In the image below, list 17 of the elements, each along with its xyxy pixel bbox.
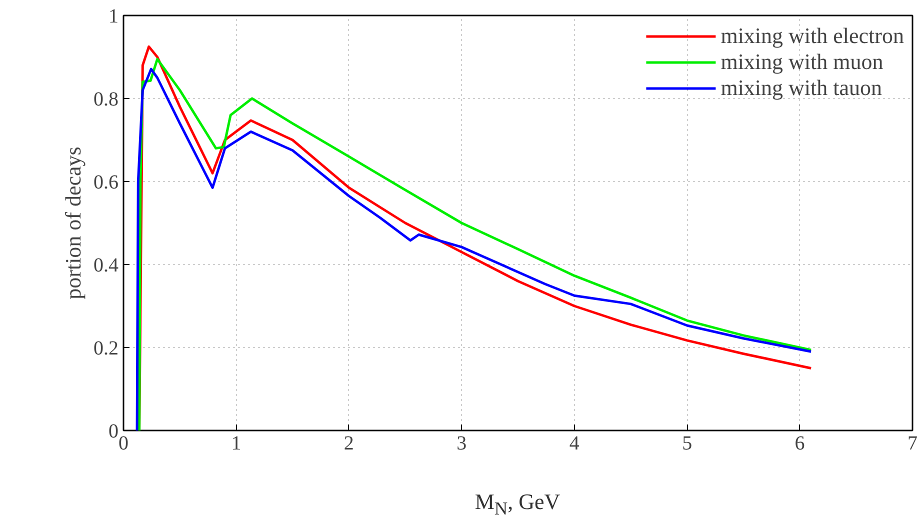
legend-label: mixing with tauon (720, 75, 882, 101)
x-tick-label: 2 (344, 432, 354, 454)
x-axis-title: M$_{N}$, GeV (474, 488, 560, 520)
legend-label: mixing with electron (720, 23, 904, 49)
legend-label: mixing with muon (720, 49, 884, 75)
y-tick-label: 0.4 (94, 254, 118, 276)
y-tick-label: 0.8 (94, 88, 118, 110)
x-tick-label: 6 (794, 432, 805, 454)
x-tick-label: 7 (908, 432, 918, 454)
y-tick-label: 1 (108, 6, 118, 28)
y-tick-label: 0.2 (94, 338, 118, 360)
x-tick-label: 3 (456, 432, 467, 454)
y-axis-title: portion of decays (60, 146, 86, 300)
x-tick-label: 5 (682, 432, 692, 454)
x-tick-label: 1 (231, 432, 242, 454)
y-tick-label: 0.6 (94, 172, 118, 194)
x-tick-label: 4 (569, 432, 580, 454)
